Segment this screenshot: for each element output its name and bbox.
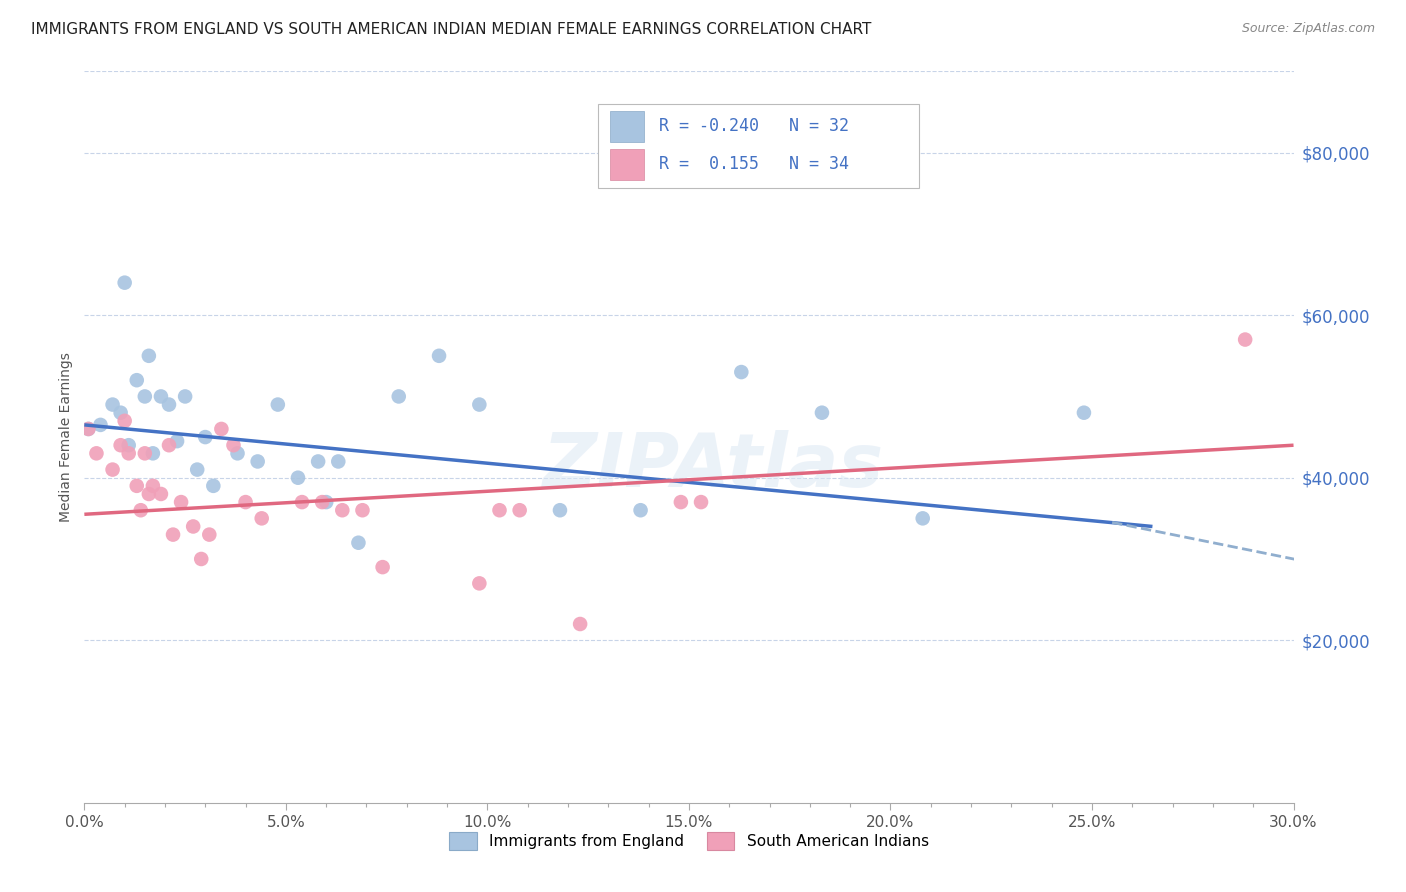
Point <box>114 414 136 428</box>
Point <box>468 576 491 591</box>
Point <box>77 422 100 436</box>
Text: IMMIGRANTS FROM ENGLAND VS SOUTH AMERICAN INDIAN MEDIAN FEMALE EARNINGS CORRELAT: IMMIGRANTS FROM ENGLAND VS SOUTH AMERICA… <box>31 22 872 37</box>
Point <box>267 398 290 412</box>
Point <box>149 487 172 501</box>
Point <box>125 479 148 493</box>
Point <box>190 552 212 566</box>
Point <box>250 511 273 525</box>
Point <box>202 479 225 493</box>
Legend: Immigrants from England, South American Indians: Immigrants from England, South American … <box>449 832 929 850</box>
Point <box>134 446 156 460</box>
Point <box>118 446 141 460</box>
Point <box>311 495 333 509</box>
Point <box>101 462 124 476</box>
FancyBboxPatch shape <box>610 111 644 142</box>
Point <box>129 503 152 517</box>
Point <box>181 519 204 533</box>
Point <box>427 349 450 363</box>
Point <box>371 560 394 574</box>
Point <box>134 389 156 403</box>
Point <box>630 503 652 517</box>
Point <box>669 495 692 509</box>
Point <box>166 434 188 449</box>
Point <box>488 503 510 517</box>
Point <box>138 349 160 363</box>
Point <box>194 430 217 444</box>
Point <box>1073 406 1095 420</box>
FancyBboxPatch shape <box>610 149 644 179</box>
Point <box>157 398 180 412</box>
Point <box>222 438 245 452</box>
Point <box>330 503 353 517</box>
Text: ZIPAtlas: ZIPAtlas <box>543 430 884 503</box>
Point <box>89 417 111 432</box>
Point <box>226 446 249 460</box>
Y-axis label: Median Female Earnings: Median Female Earnings <box>59 352 73 522</box>
Point <box>125 373 148 387</box>
Point <box>291 495 314 509</box>
Point <box>315 495 337 509</box>
Point <box>388 389 411 403</box>
Point <box>114 276 136 290</box>
Point <box>347 535 370 549</box>
Point <box>198 527 221 541</box>
Point <box>287 471 309 485</box>
FancyBboxPatch shape <box>599 104 918 188</box>
Point <box>307 454 329 468</box>
Point <box>118 438 141 452</box>
Point <box>110 438 132 452</box>
Point <box>811 406 834 420</box>
Point <box>170 495 193 509</box>
Text: R =  0.155   N = 34: R = 0.155 N = 34 <box>659 155 849 173</box>
Point <box>352 503 374 517</box>
Point <box>110 406 132 420</box>
Point <box>162 527 184 541</box>
Point <box>86 446 108 460</box>
Text: Source: ZipAtlas.com: Source: ZipAtlas.com <box>1241 22 1375 36</box>
Point <box>101 398 124 412</box>
Point <box>209 422 232 436</box>
Point <box>690 495 713 509</box>
Point <box>142 479 165 493</box>
Point <box>77 422 100 436</box>
Point <box>911 511 934 525</box>
Point <box>138 487 160 501</box>
Point <box>328 454 350 468</box>
Point <box>235 495 257 509</box>
Point <box>142 446 165 460</box>
Point <box>1234 333 1257 347</box>
Point <box>149 389 172 403</box>
Text: R = -0.240   N = 32: R = -0.240 N = 32 <box>659 117 849 136</box>
Point <box>186 462 208 476</box>
Point <box>246 454 269 468</box>
Point <box>569 617 592 632</box>
Point <box>468 398 491 412</box>
Point <box>157 438 180 452</box>
Point <box>509 503 531 517</box>
Point <box>174 389 197 403</box>
Point <box>548 503 571 517</box>
Point <box>730 365 752 379</box>
